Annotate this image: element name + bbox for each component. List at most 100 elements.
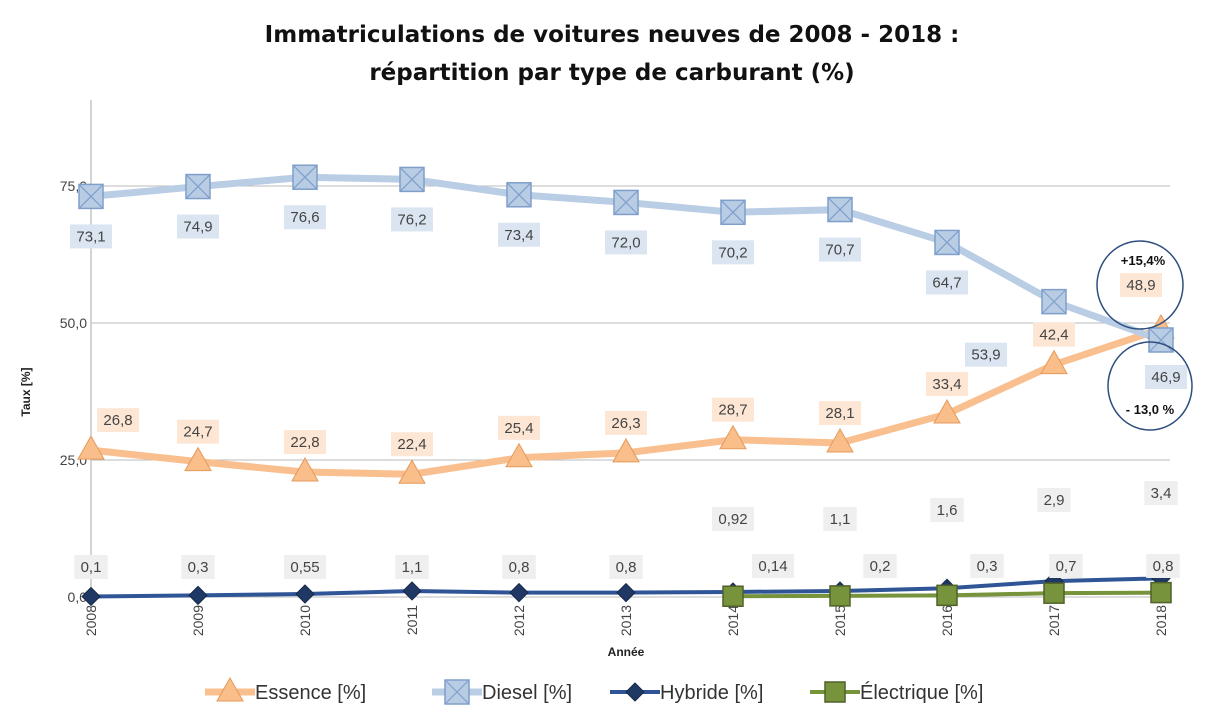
data-label: 1,1 [830,511,851,528]
marker-cross [444,679,470,705]
data-label: 25,4 [504,420,533,437]
data-point-3-8 [936,584,958,607]
data-label-background [712,397,754,422]
marker-cross [1041,289,1067,315]
data-point-0-6 [719,424,747,450]
x-tick-label: 2011 [404,605,420,635]
data-point-2-4 [509,582,529,603]
data-label-background [609,555,643,579]
data-point-0-2 [291,457,319,482]
data-label-background [284,205,326,230]
data-label: 73,4 [504,227,533,244]
data-point-1-7 [827,196,853,223]
data-label: 46,9 [1151,369,1180,386]
data-point-3-10 [1150,581,1172,604]
data-label: 2,9 [1044,492,1065,509]
data-point-3-7 [829,585,851,607]
data-label: 22,8 [290,434,319,451]
annotation-diesel-change: - 13,0 % [1126,402,1175,417]
marker-cross [399,166,425,192]
data-label-background [284,430,326,455]
legend-label: Hybride [%] [660,682,763,704]
data-label: 64,7 [932,274,961,291]
data-point-1-8 [934,229,960,256]
legend-label: Électrique [%] [860,681,983,704]
data-point-0-0 [77,435,105,460]
x-tick-label: 2012 [511,605,527,636]
annotation-essence-change: +15,4% [1121,253,1166,268]
data-label: 72,0 [611,234,640,251]
x-tick-label: 2009 [190,605,206,636]
chart-title-line-2: répartition par type de carburant (%) [369,60,854,86]
data-point-0-9 [1040,349,1068,375]
data-label-background [819,401,861,426]
data-point-1-3 [399,166,425,193]
x-tick-label: 2010 [297,605,313,636]
data-label-background [752,554,794,578]
data-label-background [502,555,536,579]
data-point-0-7 [826,427,854,453]
x-tick-label: 2017 [1046,605,1062,636]
data-label-background [181,555,215,579]
legend-label: Essence [%] [255,682,366,704]
data-label: 28,1 [825,405,854,422]
data-label-background [1144,481,1178,505]
data-label: 33,4 [932,376,961,393]
data-label: 73,1 [76,228,105,245]
data-label: 70,7 [825,242,854,259]
data-label: 0,55 [290,559,319,576]
data-label-background [498,222,540,247]
data-label: 0,7 [1056,558,1077,575]
data-point-2-0 [81,586,101,607]
data-point-2-3 [402,581,422,601]
marker-cross [934,230,960,255]
x-tick-label: 2014 [725,605,741,636]
data-label: 42,4 [1039,327,1068,344]
marker-cross [720,199,746,225]
data-label-background [395,555,429,579]
data-label: 0,14 [758,558,787,575]
data-label-background [284,555,326,579]
data-label-background [391,207,433,232]
data-point-3-6 [722,585,744,607]
y-tick-label: 0,0 [68,589,88,605]
data-label-background [177,214,219,239]
data-point-0-4 [505,442,533,468]
data-label-background [1037,488,1071,512]
data-label-background [819,237,861,262]
data-label-background [498,415,540,440]
data-label: 22,4 [397,436,426,453]
data-label: 70,2 [718,244,747,261]
data-label-background [177,419,219,444]
data-label-background [863,554,897,578]
marker-cross [78,183,104,209]
data-label-background [930,498,964,522]
annotation-circle-essence [1096,240,1184,330]
data-label: 48,9 [1126,277,1155,294]
data-point-0-5 [612,437,640,463]
data-label: 0,8 [509,559,530,576]
data-label: 26,3 [611,415,640,432]
data-label: 0,92 [718,511,747,528]
x-tick-label: 2015 [832,605,848,636]
data-point-2-1 [188,585,208,606]
data-point-0-3 [398,459,426,484]
data-label-background [605,230,647,255]
x-tick-label: 2013 [618,605,634,636]
y-axis-title: Taux [%] [19,367,33,416]
x-tick-label: 2018 [1153,605,1169,636]
y-tick-label: 50,0 [60,315,87,331]
data-label: 28,7 [718,402,747,419]
data-label-background [1049,554,1083,578]
data-label-background [1146,554,1180,578]
data-label-background [1033,322,1075,347]
data-label: 0,3 [188,559,209,576]
data-label-background [712,507,754,531]
data-label: 0,1 [81,559,102,576]
data-label: 1,1 [402,559,423,576]
data-label-background [605,410,647,435]
data-label-background [926,371,968,396]
data-label-background [97,408,139,433]
data-point-1-1 [185,173,211,200]
